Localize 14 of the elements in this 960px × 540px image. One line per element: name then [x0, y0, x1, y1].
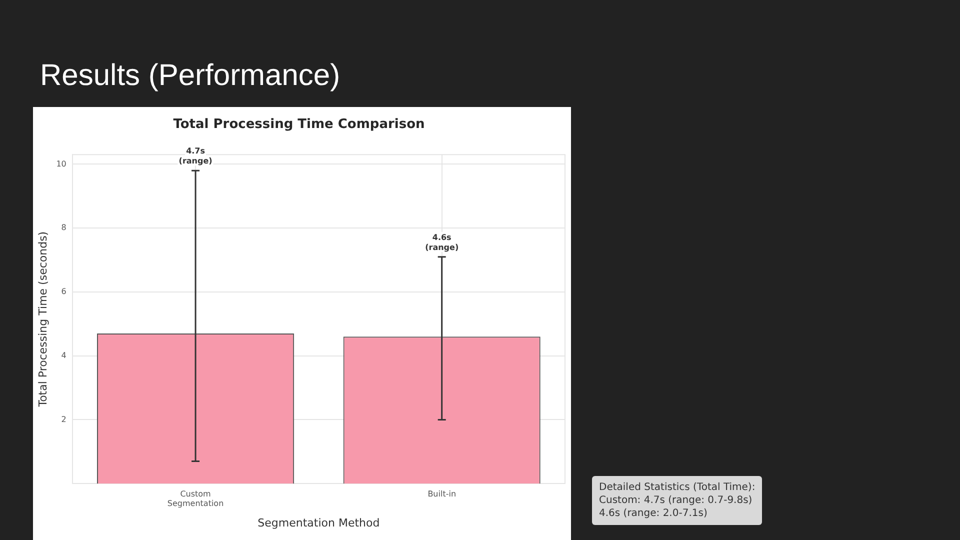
chart-title: Results (Performance)	[40, 58, 340, 94]
annotation: 4.6s (range)	[425, 232, 459, 252]
y-tick-label: 6	[61, 287, 66, 296]
x-tick-label: Custom Segmentation	[167, 489, 224, 508]
x-axis-title: Segmentation Method	[258, 516, 380, 530]
y-tick-label: 2	[61, 414, 66, 424]
y-tick-label: 4	[61, 350, 66, 360]
y-tick-label: 8	[61, 223, 66, 232]
chart-subtitle: Total Processing Time Comparison	[173, 117, 425, 132]
text: Detailed Statistics (Total Time): Custom: 4.7s (range: 0.7-9.8s) 4.6s (range: 2.0-7.1s)	[592, 476, 762, 525]
annotation: 4.7s (range)	[178, 146, 212, 166]
y-axis-title: Total Processing Time (seconds)	[36, 231, 50, 408]
y-tick-label: 10	[56, 159, 66, 168]
x-tick-label: Built-in	[428, 489, 456, 498]
